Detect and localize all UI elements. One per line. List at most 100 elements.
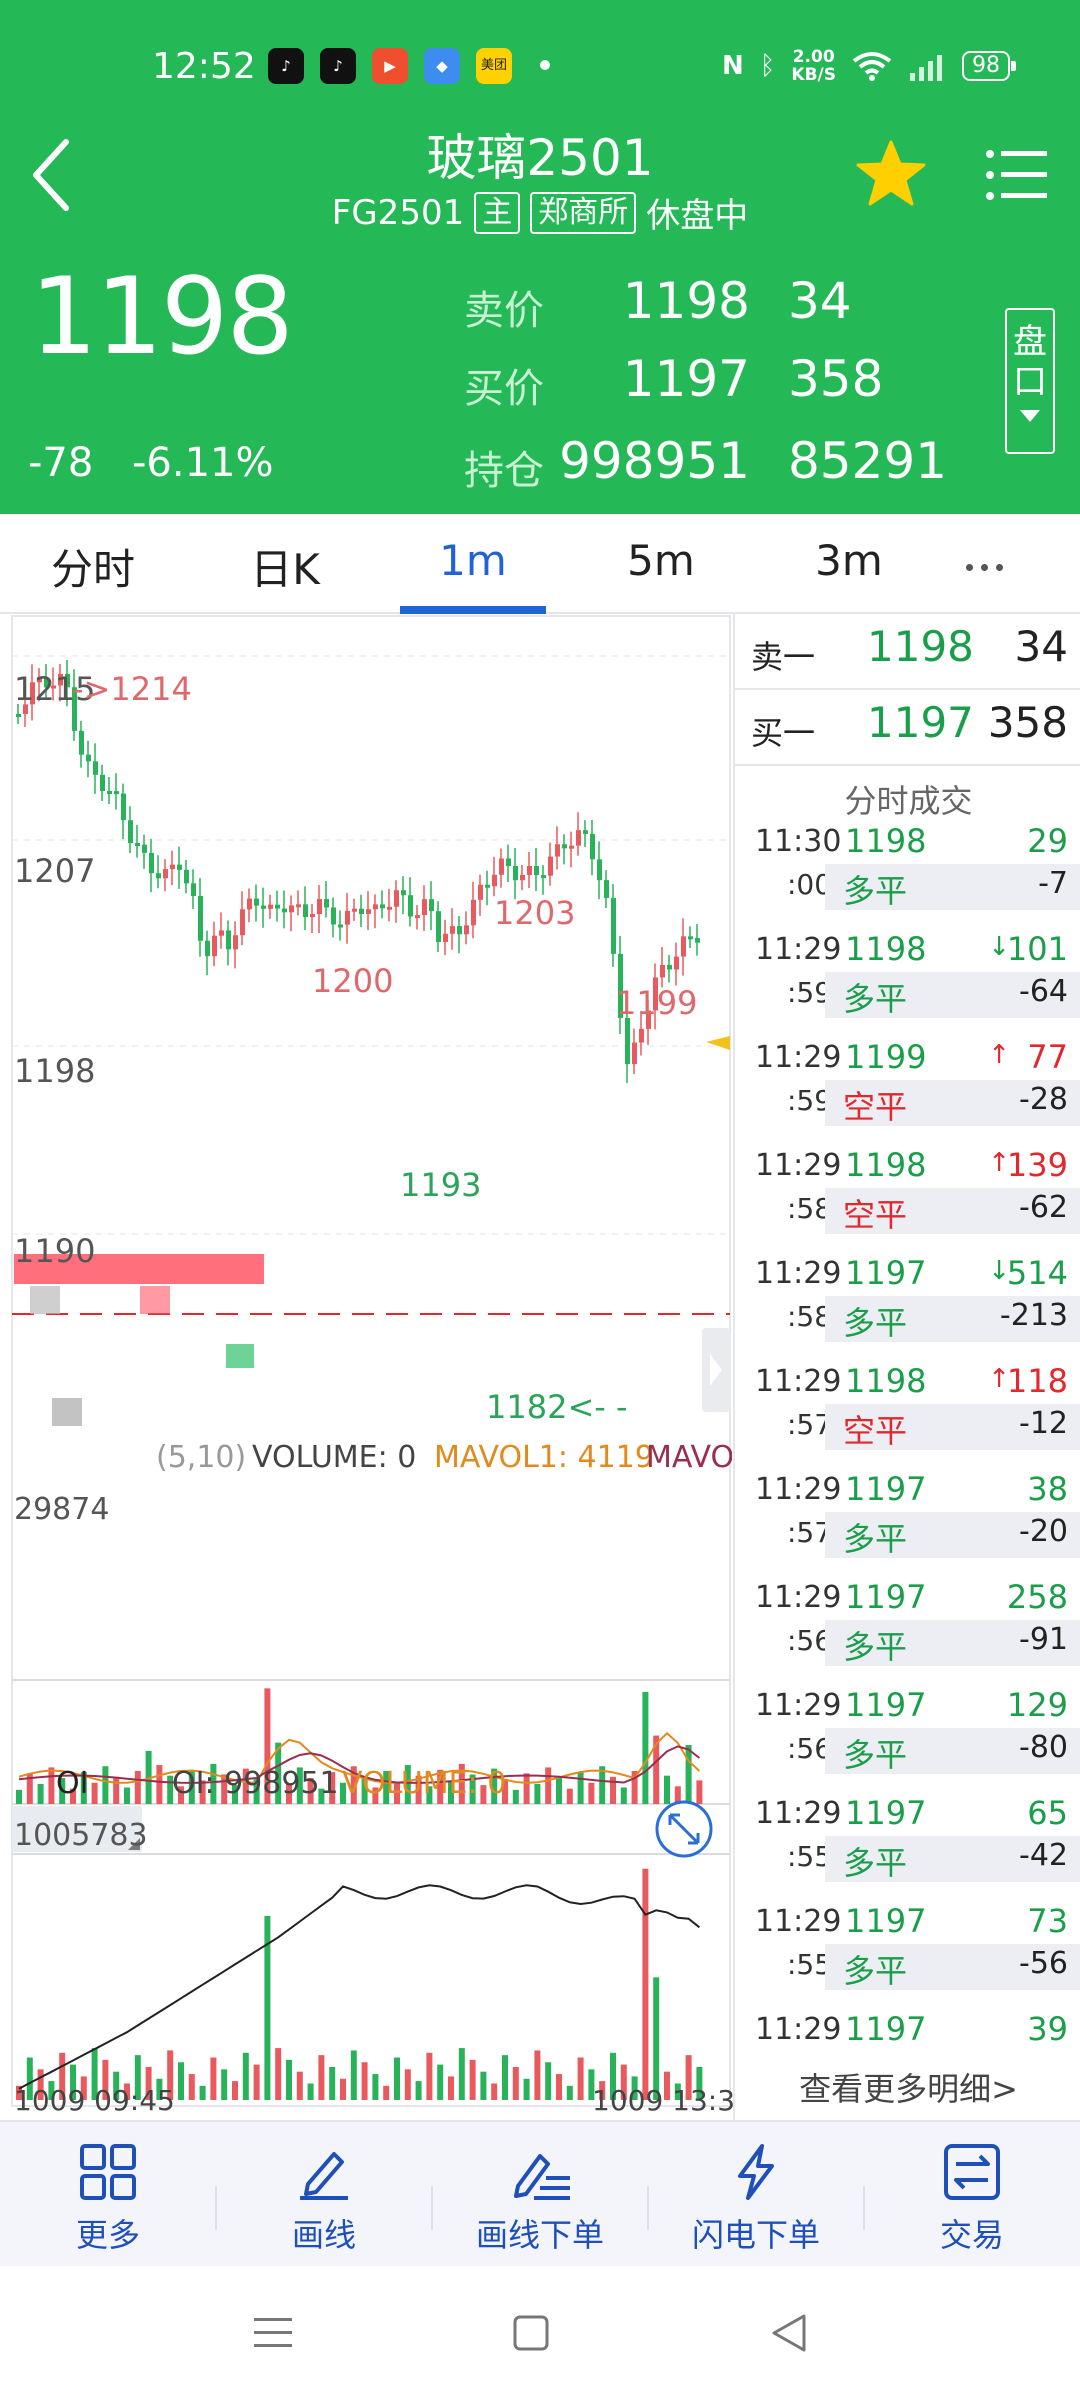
trade-type: 空平 <box>843 1196 908 1234</box>
candle <box>590 833 595 860</box>
volume-bar <box>577 1772 584 1804</box>
candle <box>394 890 399 907</box>
candle <box>30 682 35 705</box>
menu-icon[interactable] <box>985 148 1049 202</box>
candle <box>548 856 553 876</box>
candle <box>429 899 434 912</box>
home-icon[interactable] <box>512 2314 550 2352</box>
volume-bar <box>610 1776 616 1804</box>
candle <box>303 904 308 918</box>
peak-label: 1203 <box>494 894 576 932</box>
volume-bar <box>16 1789 22 1804</box>
candle <box>401 890 406 896</box>
peak-label: 1199 <box>616 984 698 1022</box>
trade-type: 多平 <box>843 1628 908 1666</box>
contract-code: FG2501 <box>331 192 465 233</box>
tab-1m[interactable]: 1m <box>439 536 507 585</box>
period-tabs: 分时 日K 1m 5m 3m <box>0 514 1080 614</box>
oi-volume-bar <box>329 2066 336 2100</box>
candle <box>72 687 77 731</box>
volume-bar <box>145 1750 152 1804</box>
lightning-order-button[interactable]: 闪电下单 <box>648 2122 864 2268</box>
pankou-toggle-button[interactable]: 盘口 <box>1005 308 1055 454</box>
oi-volume-bar <box>188 2074 195 2100</box>
trade-row: 11:29:58 1197 ↓ 514 多平 -213 <box>735 1252 1080 1360</box>
system-nav-bar <box>0 2266 1080 2400</box>
signal-icon <box>910 55 942 81</box>
favorite-star-icon[interactable] <box>856 140 926 206</box>
tab-daily-k[interactable]: 日K <box>250 545 320 594</box>
oi-tab-label[interactable]: OI <box>56 1766 89 1801</box>
tab-fenshi[interactable]: 分时 <box>50 545 135 594</box>
oi-volume-bar <box>523 2078 530 2100</box>
price-tick: 1207 <box>14 852 96 890</box>
lightning-icon <box>738 2144 774 2200</box>
back-icon[interactable] <box>22 130 82 220</box>
trade-seconds: :00 <box>787 868 833 901</box>
trade-volume: 139 <box>1006 1146 1068 1184</box>
trade-direction-icon: ↑ <box>988 1148 1010 1178</box>
kline-chart[interactable] <box>0 614 733 2120</box>
volume-bar <box>566 1788 573 1804</box>
candle <box>583 830 588 834</box>
volume-bar <box>210 1763 217 1804</box>
candle <box>352 908 357 912</box>
trade-seconds: :58 <box>787 1192 833 1225</box>
oi-volume-bar <box>534 2050 541 2100</box>
trade-oi-change: -91 <box>1019 1622 1068 1657</box>
oi-volume-bar <box>102 2059 109 2100</box>
bid1-volume: 358 <box>987 698 1068 747</box>
trade-time: 11:29 <box>755 2012 842 2047</box>
oi-volume-bar <box>566 2085 573 2100</box>
candle <box>387 906 392 910</box>
more-label: 更多 <box>75 2216 140 2254</box>
oi-volume-bar <box>372 2074 379 2100</box>
more-button[interactable]: 更多 <box>0 2122 216 2268</box>
volume-bar <box>415 1775 422 1804</box>
tab-5m[interactable]: 5m <box>627 536 695 585</box>
oi-label: 持仓 <box>464 448 544 494</box>
volume-bar <box>685 1745 692 1804</box>
low-annotation: 1182<- - <box>486 1388 628 1426</box>
last-price: 1198 <box>30 255 294 378</box>
open-interest-line <box>18 1884 701 2090</box>
candle <box>618 953 623 1018</box>
oi-volume-bar <box>340 2078 346 2100</box>
tab-3m[interactable]: 3m <box>815 536 883 585</box>
volume-bar <box>383 1770 390 1804</box>
candle <box>128 820 133 844</box>
volume-bar <box>188 1769 195 1804</box>
trade-price: 1198 <box>845 822 927 860</box>
draw-order-button[interactable]: 画线下单 <box>432 2122 648 2268</box>
trade-row: 11:29:55 1197 73 多平 -56 <box>735 1900 1080 2008</box>
back-nav-icon[interactable] <box>770 2312 808 2354</box>
volume-bar <box>696 1780 703 1804</box>
candle <box>205 940 210 957</box>
view-more-details-link[interactable]: 查看更多明细> <box>799 2070 1018 2108</box>
candle <box>562 844 567 849</box>
candle <box>37 678 42 683</box>
draw-line-button[interactable]: 画线 <box>216 2122 432 2268</box>
oi-indicator-tab[interactable] <box>12 1806 142 1852</box>
bid-quote-row: 买价 1197 358 <box>464 350 964 412</box>
trade-row: 11:29:58 1198 ↑ 139 空平 -62 <box>735 1144 1080 1252</box>
volume-bar <box>167 1775 174 1804</box>
candle <box>443 933 448 942</box>
trade-seconds: :59 <box>787 976 833 1009</box>
blurred-overlay <box>52 1398 82 1426</box>
more-periods-icon[interactable] <box>966 564 1003 571</box>
trade-oi-change: -42 <box>1019 1838 1068 1873</box>
candle <box>100 774 105 791</box>
trade-time: 11:29 <box>755 1256 842 1291</box>
current-price-marker <box>706 1036 730 1050</box>
oi-volume-bar <box>70 2064 76 2100</box>
volume-bar <box>70 1788 76 1804</box>
trade-type-bar: 多平 <box>825 1296 1080 1342</box>
candle <box>156 873 161 879</box>
recent-apps-icon[interactable] <box>254 2316 292 2350</box>
market-status: 休盘中 <box>646 196 749 236</box>
candle <box>555 844 560 857</box>
trade-button[interactable]: 交易 <box>864 2122 1080 2268</box>
candle <box>79 730 84 755</box>
candle <box>681 936 686 957</box>
